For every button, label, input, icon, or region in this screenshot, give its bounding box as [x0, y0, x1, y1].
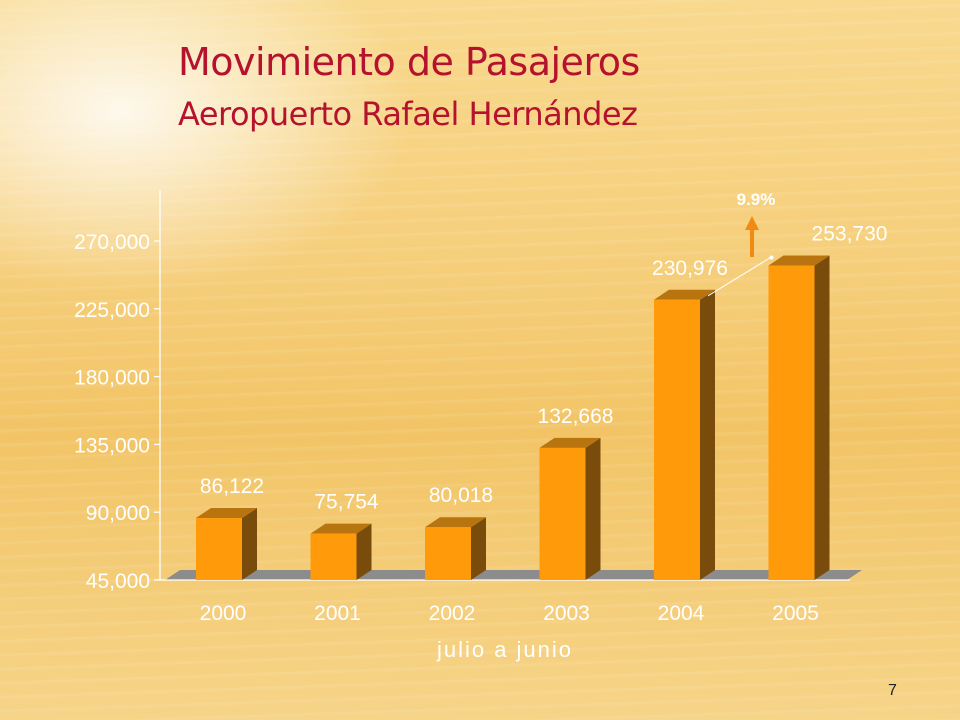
bar-side-2005 [814, 255, 830, 580]
data-label: 230,976 [652, 257, 728, 280]
growth-arrowhead-icon [745, 216, 759, 230]
bar-2005 [768, 265, 815, 580]
y-tick-label: 90,000 [86, 502, 150, 525]
bar-top-2002 [425, 517, 486, 528]
x-category-label: 2004 [658, 602, 705, 625]
data-label: 132,668 [538, 405, 614, 428]
x-category-label: 2001 [314, 602, 361, 625]
data-label: 80,018 [429, 484, 493, 507]
data-label: 253,730 [812, 223, 888, 246]
bar-side-2003 [585, 437, 601, 580]
x-category-label: 2002 [429, 602, 476, 625]
bar-side-2002 [471, 517, 486, 580]
x-category-label: 2000 [200, 602, 247, 625]
bar-top-2005 [768, 255, 830, 266]
slide-title: Movimiento de Pasajeros [178, 40, 640, 84]
growth-percentage-label: 9.9% [737, 190, 776, 209]
y-tick-label: 45,000 [86, 570, 150, 593]
x-category-label: 2005 [772, 602, 819, 625]
growth-connector-line [707, 257, 771, 297]
x-category-label: 2003 [543, 602, 590, 625]
bar-2000 [196, 518, 242, 580]
bar-side-2000 [242, 508, 257, 580]
bar-2002 [425, 527, 471, 580]
bar-top-2001 [310, 523, 372, 534]
bar-top-2003 [539, 437, 601, 448]
x-axis-title: julio a junio [436, 637, 573, 662]
data-label: 75,754 [314, 491, 379, 514]
bar-top-2004 [654, 289, 715, 300]
page-number: 7 [888, 682, 897, 699]
y-tick-label: 135,000 [74, 434, 150, 457]
bar-2004 [654, 299, 700, 580]
y-tick-label: 270,000 [74, 231, 150, 254]
bar-side-2001 [356, 523, 372, 580]
y-tick-label: 180,000 [74, 367, 150, 390]
bar-top-2000 [196, 508, 257, 519]
chart-floor [165, 570, 862, 580]
bar-2003 [539, 447, 586, 580]
data-label: 86,122 [200, 475, 264, 498]
growth-connector-dot [769, 255, 774, 260]
y-tick-label: 225,000 [74, 299, 150, 322]
bar-2001 [310, 533, 357, 580]
bar-side-2004 [700, 289, 715, 580]
slide-subtitle: Aeropuerto Rafael Hernández [178, 95, 638, 133]
